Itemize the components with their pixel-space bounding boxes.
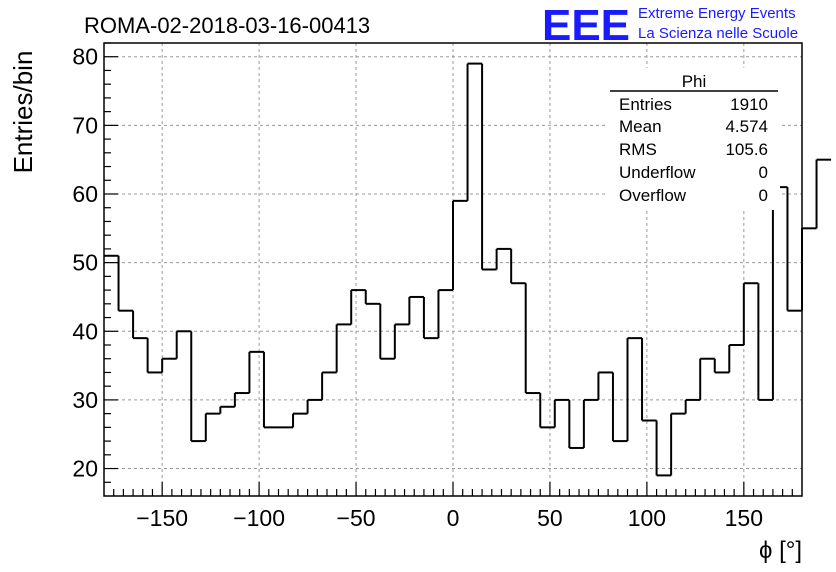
stats-value-overflow: 0	[759, 186, 768, 205]
y-tick-label: 60	[72, 181, 98, 207]
stats-label-underflow: Underflow	[619, 163, 696, 182]
x-tick-label: 0	[447, 505, 460, 531]
x-axis-title: ϕ [°]	[759, 537, 802, 564]
stats-value-mean: 4.574	[725, 117, 768, 136]
stats-value-entries: 1910	[730, 95, 768, 114]
x-tick-label: 150	[725, 505, 763, 531]
stats-box: Phi Entries 1910 Mean 4.574 RMS 105.6 Un…	[608, 68, 780, 210]
stats-title: Phi	[682, 72, 707, 91]
stats-value-underflow: 0	[759, 163, 768, 182]
x-tick-label: −50	[337, 505, 376, 531]
logo-line-2: La Scienza nelle Scuole	[638, 25, 798, 42]
y-tick-label: 20	[72, 456, 98, 482]
run-title: ROMA-02-2018-03-16-00413	[84, 13, 370, 38]
y-tick-label: 80	[72, 44, 98, 70]
x-tick-label: 100	[628, 505, 666, 531]
y-tick-label: 40	[72, 318, 98, 344]
x-tick-label: −100	[233, 505, 285, 531]
y-tick-label: 70	[72, 112, 98, 138]
logo-line-1: Extreme Energy Events	[638, 5, 796, 22]
x-tick-label: −150	[136, 505, 188, 531]
tick-labels: −150 −100 −50 0 50 100 150 20 30 40 50 60 70 80	[72, 44, 763, 531]
stats-label-overflow: Overflow	[619, 186, 687, 205]
stats-value-rms: 105.6	[725, 140, 768, 159]
stats-label-entries: Entries	[619, 95, 672, 114]
stats-label-mean: Mean	[619, 117, 662, 136]
y-tick-label: 50	[72, 250, 98, 276]
histogram-series	[104, 62, 832, 477]
axis-ticks	[104, 42, 793, 496]
y-axis-title: Entries/bin	[8, 51, 38, 174]
stats-label-rms: RMS	[619, 140, 657, 159]
eee-logo: EEE	[542, 1, 630, 50]
y-tick-label: 30	[72, 387, 98, 413]
x-tick-label: 50	[537, 505, 563, 531]
